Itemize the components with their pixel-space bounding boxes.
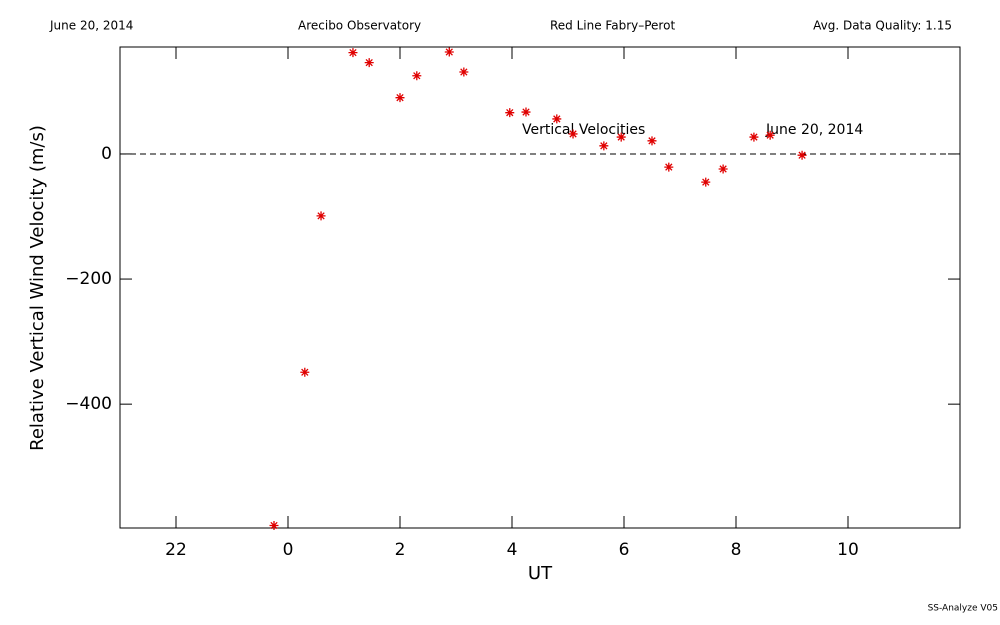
y-tick-label: −200 — [65, 269, 112, 289]
data-point — [505, 108, 515, 118]
data-point — [718, 164, 728, 174]
x-axis-label: UT — [528, 563, 553, 584]
data-point — [664, 162, 674, 172]
data-point — [647, 136, 657, 146]
plot-frame — [119, 46, 961, 529]
data-point — [444, 47, 454, 57]
data-point — [521, 107, 531, 117]
data-point — [568, 129, 578, 139]
header-site: Arecibo Observatory — [298, 19, 421, 33]
data-point — [797, 150, 807, 160]
x-tick-label: 22 — [165, 540, 187, 560]
data-point — [316, 211, 326, 221]
data-point — [765, 130, 775, 140]
data-point — [364, 58, 374, 68]
annotation: Vertical Velocities — [522, 122, 645, 138]
footer: SS-Analyze V05 — [928, 604, 998, 614]
x-tick-label: 0 — [283, 540, 294, 560]
header-instrument: Red Line Fabry–Perot — [550, 19, 675, 33]
header-quality: Avg. Data Quality: 1.15 — [813, 19, 952, 33]
x-tick-label: 8 — [731, 540, 742, 560]
data-point — [599, 141, 609, 151]
data-point — [459, 67, 469, 77]
x-tick-label: 10 — [837, 540, 859, 560]
annotation: June 20, 2014 — [765, 122, 863, 138]
x-tick-label: 2 — [395, 540, 406, 560]
data-point — [269, 520, 279, 530]
y-tick-label: 0 — [101, 144, 112, 164]
data-point — [348, 48, 358, 58]
data-point — [395, 93, 405, 103]
y-axis-label: Relative Vertical Wind Velocity (m/s) — [27, 125, 48, 451]
x-tick-label: 4 — [507, 540, 518, 560]
header-date: June 20, 2014 — [49, 19, 133, 33]
data-point — [412, 71, 422, 81]
data-point — [749, 132, 759, 142]
data-point — [300, 367, 310, 377]
data-point — [701, 177, 711, 187]
data-point — [616, 132, 626, 142]
x-tick-label: 6 — [619, 540, 630, 560]
y-tick-label: −400 — [65, 394, 112, 414]
data-point — [552, 114, 562, 124]
